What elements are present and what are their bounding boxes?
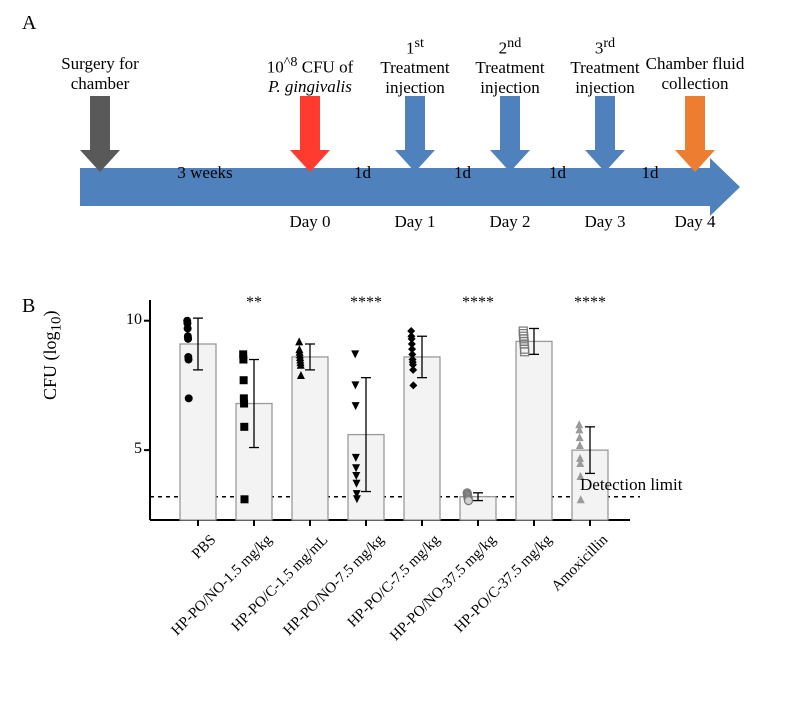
chart-panel: CFU (log10) Detection limit 510PBS**HP-P… [90,290,710,690]
tick-t2: Day 2 [480,212,540,232]
chart-svg [90,290,710,540]
panel-a-label: A [22,12,36,35]
detection-limit-label: Detection limit [580,475,682,495]
span-label: 1d [518,163,598,183]
span-label: 1d [610,163,690,183]
tick-t1: Day 1 [385,212,445,232]
tick-collect: Day 4 [665,212,725,232]
panel-b-label: B [22,295,35,318]
ytick: 10 [118,311,142,329]
timeline-panel: Surgery forchamber10^8 CFU ofP. gingival… [70,18,730,248]
significance: **** [346,294,386,312]
tick-t3: Day 3 [575,212,635,232]
significance: ** [234,294,274,312]
event-label-surgery: Surgery forchamber [35,54,165,93]
span-label: 3 weeks [165,163,245,183]
span-label: 1d [323,163,403,183]
span-label: 1d [423,163,503,183]
tick-infection: Day 0 [280,212,340,232]
y-axis-label: CFU (log10) [40,310,66,400]
significance: **** [570,294,610,312]
event-label-collect: Chamber fluidcollection [630,54,760,93]
significance: **** [458,294,498,312]
ytick: 5 [118,440,142,458]
